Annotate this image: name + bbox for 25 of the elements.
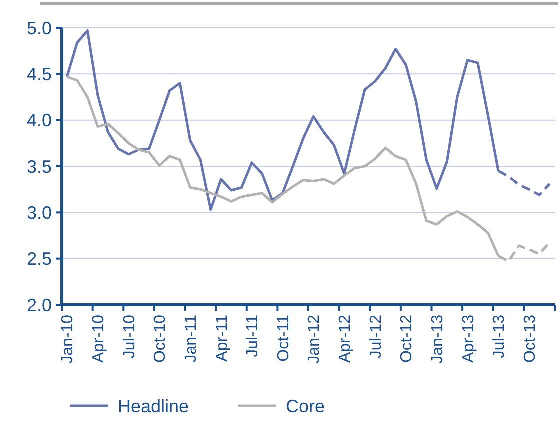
- x-tick-label: Jan-10: [60, 314, 77, 364]
- legend-label: Headline: [118, 396, 190, 416]
- y-tick-label: 5.0: [26, 18, 52, 38]
- y-tick-label: 2.5: [26, 249, 52, 270]
- y-tick-label: 4.0: [26, 110, 52, 131]
- x-tick-label: Oct-12: [398, 314, 416, 364]
- x-tick-label: Oct-10: [152, 314, 170, 364]
- x-tick-label: Jan-11: [182, 314, 200, 363]
- x-tick-label: Jan-13: [429, 314, 446, 364]
- legend-label: Core: [286, 396, 326, 416]
- x-tick-label: Oct-13: [522, 314, 539, 364]
- x-tick-label: Oct-11: [275, 314, 292, 362]
- x-tick-label: Apr-10: [90, 314, 108, 364]
- x-tick-label: Jan-12: [306, 314, 324, 364]
- x-tick-label: Jul-11: [244, 314, 262, 358]
- y-tick-label: 3.0: [26, 202, 52, 223]
- y-tick-label: 4.5: [26, 64, 52, 84]
- y-tick-label: 3.5: [26, 156, 52, 177]
- x-tick-label: Jul-10: [121, 314, 138, 359]
- x-tick-label: Jul-13: [491, 314, 508, 359]
- y-tick-label: 2.0: [26, 295, 52, 316]
- x-tick-label: Jul-12: [368, 314, 385, 359]
- x-tick-label: Apr-11: [214, 314, 231, 362]
- x-tick-label: Apr-12: [337, 314, 354, 364]
- x-tick-label: Apr-13: [460, 314, 478, 364]
